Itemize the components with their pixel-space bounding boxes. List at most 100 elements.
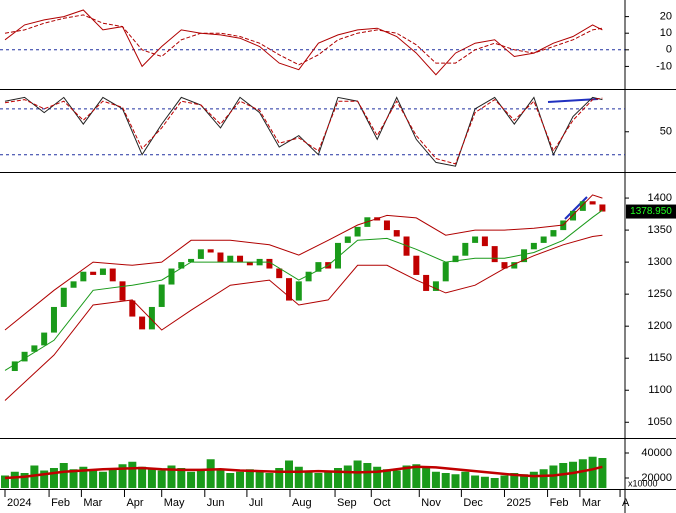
- volume-bar: [265, 473, 274, 488]
- volume-bar: [294, 466, 303, 488]
- volume-bar: [598, 458, 607, 488]
- candle: [168, 268, 175, 285]
- volume-bar: [402, 465, 411, 488]
- price-tag: [626, 204, 676, 219]
- y-tick-label: 1300: [648, 256, 672, 268]
- candle: [50, 306, 57, 333]
- candle: [462, 242, 469, 256]
- volume-bar: [69, 469, 78, 488]
- candle: [99, 268, 106, 275]
- candle: [442, 262, 449, 282]
- volume-bar: [98, 471, 107, 488]
- candle: [472, 236, 479, 243]
- y-tick-label: 1350: [648, 224, 672, 236]
- candle: [148, 306, 155, 330]
- series-line: [4, 465, 603, 480]
- series-line: [4, 96, 603, 167]
- y-tick-label: 40000: [641, 447, 672, 459]
- volume-bar: [167, 465, 176, 488]
- volume-bar: [510, 473, 519, 488]
- candle: [521, 249, 528, 263]
- price-tag-label: 1378.950: [630, 206, 672, 217]
- y-tick-label: -10: [656, 60, 672, 72]
- volume-bar: [500, 475, 509, 488]
- x-tick-label: Dec: [463, 497, 483, 509]
- candle: [90, 271, 97, 275]
- candle: [139, 316, 146, 330]
- volume-bar: [412, 464, 421, 488]
- volume-bar: [471, 475, 480, 488]
- volume-bar: [549, 465, 558, 488]
- candle: [530, 242, 537, 250]
- candle: [217, 252, 224, 263]
- y-tick-label: 1200: [648, 320, 672, 332]
- candle: [129, 300, 136, 317]
- candle: [570, 210, 577, 221]
- x-tick-label: Jul: [249, 497, 263, 509]
- volume-bar: [157, 470, 166, 488]
- series-line: [4, 14, 603, 66]
- y-tick-label: 10: [660, 27, 672, 39]
- candle: [432, 281, 439, 291]
- x-tick-label: Mar: [582, 497, 601, 509]
- volume-bar: [431, 471, 440, 488]
- volume-bar: [177, 468, 186, 488]
- volume-bar: [138, 466, 147, 488]
- candle: [11, 361, 18, 372]
- candle: [413, 255, 420, 275]
- candle: [197, 249, 204, 259]
- volume-bar: [304, 470, 313, 488]
- trend-line: [547, 98, 599, 103]
- volume-bar: [79, 466, 88, 488]
- volume-bar: [89, 470, 98, 488]
- candle: [119, 281, 126, 301]
- x-tick-label: Aug: [292, 497, 312, 509]
- x-tick-label: Nov: [421, 497, 441, 509]
- series-line: [4, 194, 603, 331]
- x-tick-label: 2025: [506, 497, 530, 509]
- candle: [354, 226, 361, 237]
- candle: [452, 255, 459, 263]
- volume-bar: [441, 473, 450, 488]
- volume-bar: [480, 476, 489, 488]
- candle: [286, 278, 293, 301]
- y-tick-label: 1400: [648, 192, 672, 204]
- volume-bar: [216, 470, 225, 488]
- candle: [315, 262, 322, 272]
- x-tick-label: Jun: [207, 497, 225, 509]
- volume-bar: [118, 464, 127, 488]
- y-tick-label: 50: [660, 126, 672, 138]
- volume-bar: [226, 473, 235, 488]
- x-tick-label: Feb: [550, 497, 569, 509]
- volume-bar: [578, 459, 587, 488]
- candle: [344, 236, 351, 243]
- volume-bar: [59, 463, 68, 488]
- volume-bar: [569, 461, 578, 488]
- candle: [276, 268, 283, 279]
- candle: [237, 255, 244, 263]
- volume-bar: [529, 471, 538, 488]
- candle: [207, 249, 214, 253]
- x-tick-label: Mar: [83, 497, 102, 509]
- candle: [266, 258, 273, 269]
- candle: [511, 262, 518, 269]
- volume-bar: [588, 456, 597, 488]
- candle: [295, 281, 302, 301]
- candle: [579, 201, 586, 211]
- y-tick-label: 1250: [648, 288, 672, 300]
- y-tick-label: 1050: [648, 416, 672, 428]
- volume-bar: [1, 475, 9, 488]
- volume-bar: [187, 471, 196, 488]
- x-tick-label: Feb: [51, 497, 70, 509]
- volume-bar: [206, 459, 215, 488]
- candle: [501, 262, 508, 269]
- volume-bar: [382, 469, 391, 488]
- candle: [178, 262, 185, 269]
- candle: [246, 262, 253, 266]
- y-tick-label: 1150: [648, 352, 672, 364]
- volume-bar: [236, 471, 245, 488]
- volume-bar: [324, 471, 333, 488]
- volume-bar: [461, 471, 470, 488]
- volume-bar: [363, 463, 372, 488]
- y-tick-label: 20: [660, 11, 672, 23]
